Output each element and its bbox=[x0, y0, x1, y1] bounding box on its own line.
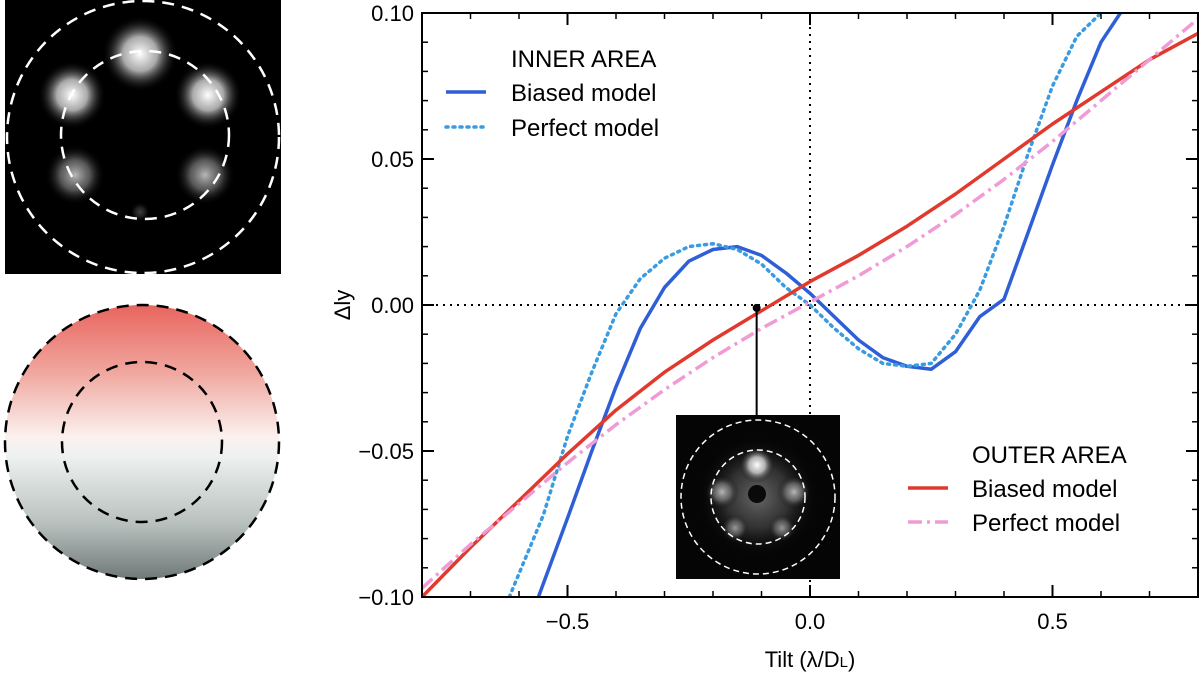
inner-area-circle bbox=[60, 360, 224, 524]
axis-ticks bbox=[421, 12, 1199, 598]
outer-area-circle bbox=[5, 0, 281, 275]
legend-outer-perfect-label: Perfect model bbox=[972, 510, 1120, 537]
legend-outer: OUTER AREA Biased model Perfect model bbox=[908, 442, 1127, 537]
x-axis-label: Tilt (λ/DL) bbox=[765, 647, 856, 672]
legend-inner-title: INNER AREA bbox=[511, 46, 656, 73]
series-line-inner-perfect bbox=[507, 13, 1103, 597]
legend-inner-biased-label: Biased model bbox=[511, 80, 656, 107]
legend-outer-title: OUTER AREA bbox=[972, 442, 1127, 469]
y-axis-label: Δly bbox=[330, 290, 355, 321]
annotation-point bbox=[752, 303, 761, 312]
x-tick-label: 0.0 bbox=[795, 609, 826, 634]
series-line-outer-perfect bbox=[422, 17, 1198, 590]
pupil-image bbox=[5, 0, 281, 275]
inset-outer-circle bbox=[680, 419, 836, 575]
x-tick-label: −0.5 bbox=[546, 609, 589, 634]
y-tick-label: −0.10 bbox=[358, 585, 414, 610]
y-tick-label: 0.05 bbox=[371, 147, 414, 172]
pupil-spot bbox=[102, 16, 178, 92]
y-tick-label: 0.10 bbox=[371, 1, 414, 26]
series-line-outer-biased bbox=[422, 31, 1198, 597]
y-tick-label: −0.05 bbox=[358, 439, 414, 464]
pupil-spot bbox=[175, 145, 235, 205]
series-line-inner-biased bbox=[536, 13, 1122, 597]
outer-area-circle bbox=[3, 303, 281, 581]
y-tick-label: 0.00 bbox=[371, 293, 414, 318]
pupil-spot bbox=[174, 61, 242, 129]
pupil-spot bbox=[45, 145, 105, 205]
legend-inner: INNER AREA Biased model Perfect model bbox=[444, 46, 659, 142]
legend-inner-perfect-label: Perfect model bbox=[511, 115, 659, 142]
curves bbox=[422, 13, 1198, 597]
tick-labels: −0.5 0.0 0.5 −0.10 −0.05 0.00 0.05 0.10 bbox=[358, 1, 1067, 634]
legend-outer-biased-label: Biased model bbox=[972, 476, 1117, 503]
plot-area: −0.5 0.0 0.5 −0.10 −0.05 0.00 0.05 0.10 Δly Til… bbox=[330, 1, 1199, 672]
x-tick-label: 0.5 bbox=[1037, 609, 1068, 634]
pupil-spot bbox=[130, 202, 150, 222]
inner-area-circle bbox=[59, 49, 231, 221]
inset-inner-circle bbox=[710, 449, 806, 545]
inset-psf-image bbox=[676, 303, 840, 579]
phase-map bbox=[3, 303, 281, 581]
